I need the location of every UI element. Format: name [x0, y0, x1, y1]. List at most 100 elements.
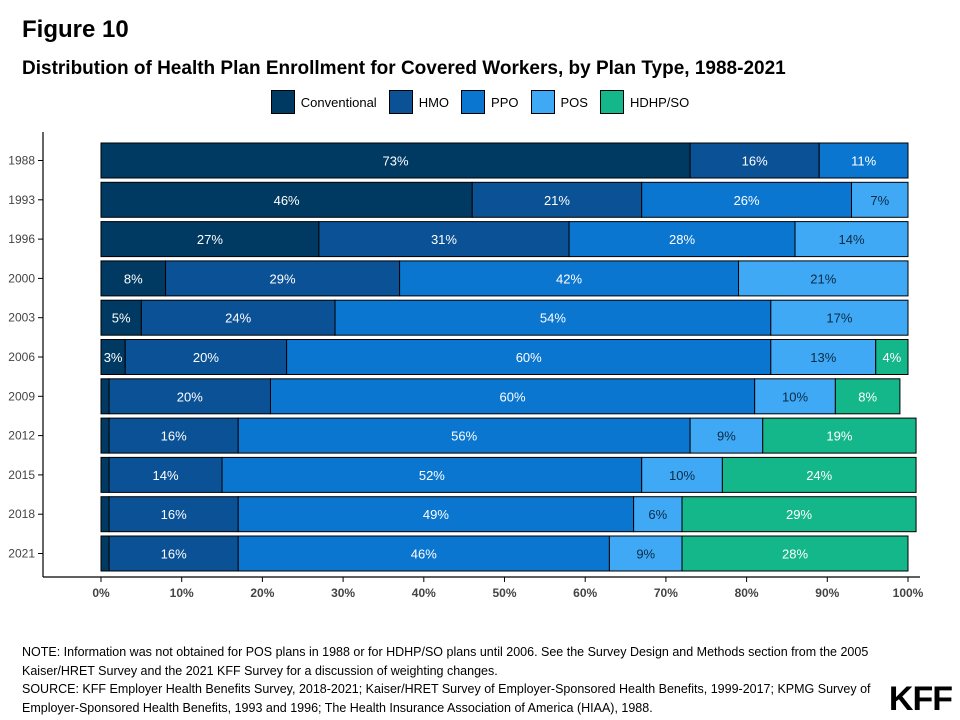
x-tick-label: 20% — [250, 586, 274, 600]
data-label: 17% — [826, 311, 852, 326]
data-label: 16% — [742, 154, 768, 169]
data-label: 31% — [431, 232, 457, 247]
bar-segment — [399, 260, 740, 297]
kff-logo: KFF — [884, 680, 953, 719]
bar-segment — [108, 496, 239, 533]
legend-swatch-conventional — [270, 90, 295, 114]
bar-segment — [818, 142, 909, 179]
bar-segment — [721, 456, 917, 493]
data-label: 60% — [516, 350, 542, 365]
x-tick-label: 100% — [893, 586, 924, 600]
bar-segment — [738, 260, 909, 297]
data-label: 29% — [270, 271, 296, 286]
bar-segment — [124, 339, 288, 375]
bar-segment — [108, 535, 239, 572]
data-label: 6% — [648, 507, 667, 522]
x-tick-label: 80% — [735, 586, 759, 600]
y-tick-label: 2006 — [8, 350, 35, 364]
legend-label-hdhp-so: HDHP/SO — [629, 94, 690, 110]
data-label: 21% — [544, 193, 570, 208]
stacked-bar-chart: 0% 10% 20% 30% 40% 50% 60% 70% 80% 90% 100% 1988 73%… — [8, 132, 924, 600]
data-label: 73% — [383, 154, 409, 169]
data-label: 8% — [858, 389, 877, 404]
bar-segment — [108, 417, 239, 454]
bar-segment — [100, 181, 473, 218]
figure-label: Figure 10 — [22, 16, 129, 43]
y-tick-label: 1996 — [8, 232, 35, 246]
x-tick-label: 0% — [92, 586, 110, 600]
chart-notes: NOTE: Information was not obtained for P… — [22, 643, 902, 717]
data-label: 54% — [540, 311, 566, 326]
data-label: 19% — [826, 429, 852, 444]
bar-segment — [100, 417, 110, 454]
bar-segment — [334, 299, 772, 336]
bar-segment — [689, 142, 820, 179]
note-text: NOTE: Information was not obtained for P… — [22, 645, 869, 678]
legend-swatch-ppo — [461, 90, 486, 114]
bar-segment — [100, 456, 110, 493]
legend-label-hmo: HMO — [418, 94, 450, 110]
bar-segment — [237, 535, 610, 572]
bar-segment — [834, 378, 901, 415]
legend-label-ppo: PPO — [491, 94, 519, 110]
bar-segment — [100, 221, 320, 258]
bar-segment — [140, 299, 336, 336]
bar-segment — [875, 339, 909, 375]
data-label: 56% — [451, 429, 477, 444]
legend-item-hmo: HMO — [388, 90, 450, 114]
data-label: 29% — [786, 507, 812, 522]
bar-segment — [770, 299, 909, 336]
data-label: 42% — [556, 271, 582, 286]
bar-segment — [108, 378, 271, 415]
data-label: 14% — [153, 468, 179, 483]
bar-segment — [237, 496, 635, 533]
data-label: 27% — [197, 232, 223, 247]
bar-segment — [100, 299, 142, 336]
legend-swatch-hmo — [388, 90, 413, 114]
data-label: 10% — [782, 389, 808, 404]
x-tick-label: 60% — [573, 586, 597, 600]
data-label: 46% — [274, 193, 300, 208]
y-tick-label: 2009 — [8, 389, 35, 403]
data-label: 16% — [161, 507, 187, 522]
data-label: 21% — [810, 271, 836, 286]
data-label: 9% — [717, 429, 736, 444]
bar-segment — [221, 456, 643, 493]
data-label: 3% — [104, 350, 123, 365]
bar-segment — [100, 339, 126, 375]
bar-segment — [318, 221, 570, 258]
data-label: 46% — [411, 547, 437, 562]
data-label: 16% — [161, 547, 187, 562]
data-label: 49% — [423, 507, 449, 522]
y-tick-label: 2003 — [8, 311, 35, 325]
legend-item-pos: POS — [530, 90, 588, 114]
x-tick-label: 70% — [654, 586, 678, 600]
bar-segment — [851, 181, 909, 218]
legend-item-hdhp-so: HDHP/SO — [599, 90, 690, 114]
bar-segment — [269, 378, 756, 415]
x-tick-label: 50% — [492, 586, 516, 600]
data-label: 24% — [225, 311, 251, 326]
bar-segment — [568, 221, 796, 258]
bar-segment — [100, 535, 110, 572]
bar-segment — [762, 417, 917, 454]
legend-label-conventional: Conventional — [300, 94, 377, 110]
legend-label-pos: POS — [560, 94, 588, 110]
data-label: 8% — [124, 271, 143, 286]
bar-segment — [794, 221, 909, 258]
data-label: 13% — [810, 350, 836, 365]
bar-segment — [681, 496, 917, 533]
data-label: 11% — [851, 154, 876, 169]
data-label: 16% — [161, 429, 187, 444]
data-label: 24% — [806, 468, 832, 483]
y-tick-label: 2000 — [8, 271, 35, 285]
data-label: 14% — [838, 232, 864, 247]
chart-title: Distribution of Health Plan Enrollment f… — [22, 58, 786, 79]
data-label: 28% — [669, 232, 695, 247]
data-label: 9% — [636, 547, 655, 562]
bar-segment — [108, 456, 223, 493]
data-label: 20% — [177, 389, 203, 404]
bar-segment — [641, 181, 853, 218]
bar-segment — [237, 417, 691, 454]
legend-item-conventional: Conventional — [270, 90, 377, 114]
